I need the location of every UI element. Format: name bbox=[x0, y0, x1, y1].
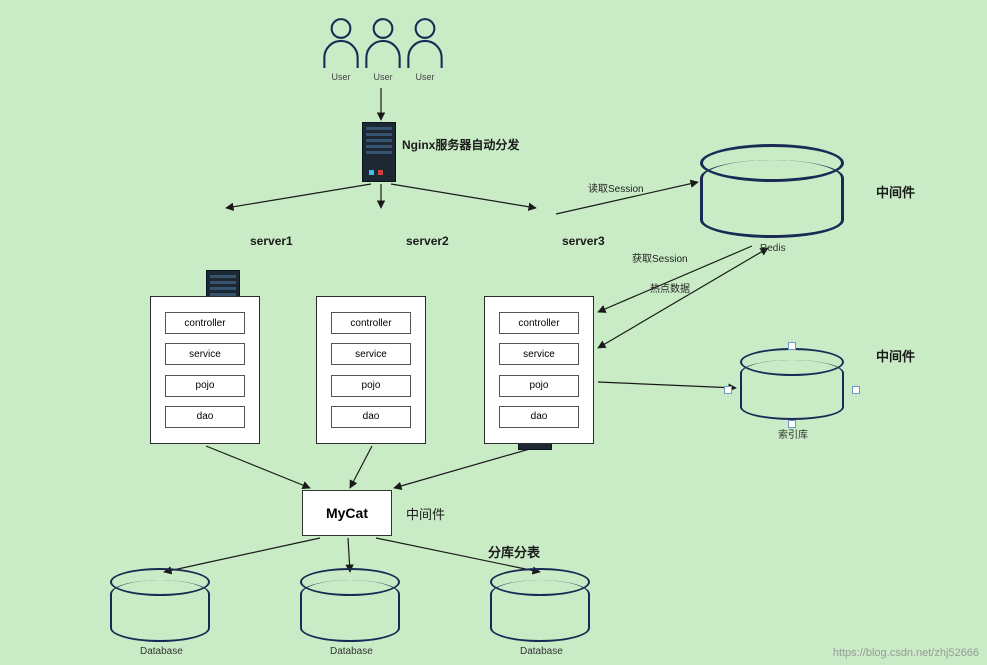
mycat-node: MyCat bbox=[302, 490, 392, 536]
edge bbox=[350, 446, 372, 488]
edge bbox=[348, 538, 350, 572]
edge-label: 热点数据 bbox=[650, 282, 690, 295]
mycat-side-label: 中间件 bbox=[406, 504, 445, 523]
layer-cell: service bbox=[499, 343, 579, 365]
index-bottom-label: 索引库 bbox=[778, 426, 808, 441]
edge bbox=[206, 446, 310, 488]
server-label: server1 bbox=[250, 234, 293, 248]
edge-label: 获取Session bbox=[632, 253, 688, 265]
server-label: server3 bbox=[562, 234, 605, 248]
user-caption: User bbox=[320, 72, 362, 82]
layer-cell: dao bbox=[499, 406, 579, 428]
nginx-label: Nginx服务器自动分发 bbox=[402, 136, 519, 153]
database-cylinder bbox=[110, 580, 210, 642]
layer-cell: dao bbox=[331, 406, 411, 428]
database-cylinder bbox=[490, 580, 590, 642]
watermark: https://blog.csdn.net/zhj52666 bbox=[833, 647, 979, 659]
diagram-canvas: 读取Session获取Session热点数据 User User User Ng… bbox=[0, 0, 987, 665]
mycat-text: MyCat bbox=[326, 505, 368, 521]
edge bbox=[164, 538, 320, 572]
layer-cell: controller bbox=[499, 312, 579, 334]
selection-handle bbox=[788, 342, 796, 350]
layer-stack: controller service pojo dao bbox=[484, 296, 594, 444]
layer-stack: controller service pojo dao bbox=[150, 296, 260, 444]
database-cylinder bbox=[300, 580, 400, 642]
server-label: server2 bbox=[406, 234, 449, 248]
database-label: Database bbox=[140, 646, 183, 657]
edge bbox=[598, 382, 736, 388]
edge bbox=[394, 446, 540, 488]
user-caption: User bbox=[362, 72, 404, 82]
database-label: Database bbox=[520, 646, 563, 657]
user-icon bbox=[320, 16, 362, 68]
index-cylinder bbox=[740, 360, 844, 420]
layer-cell: service bbox=[165, 343, 245, 365]
layer-stack: controller service pojo dao bbox=[316, 296, 426, 444]
edge bbox=[598, 246, 752, 312]
redis-cylinder bbox=[700, 160, 844, 238]
nginx-node bbox=[362, 122, 396, 182]
edge bbox=[598, 248, 768, 348]
index-top-label: 中间件 bbox=[876, 346, 915, 365]
redis-bottom-label: Redis bbox=[760, 243, 786, 254]
database-label: Database bbox=[330, 646, 373, 657]
layer-cell: pojo bbox=[165, 375, 245, 397]
layer-cell: dao bbox=[165, 406, 245, 428]
redis-top-label: 中间件 bbox=[876, 182, 915, 201]
selection-handle bbox=[788, 420, 796, 428]
users-group: User User User bbox=[320, 16, 446, 86]
user-icon bbox=[404, 16, 446, 68]
user-caption: User bbox=[404, 72, 446, 82]
sharding-label: 分库分表 bbox=[488, 542, 540, 561]
layer-cell: controller bbox=[331, 312, 411, 334]
user-icon bbox=[362, 16, 404, 68]
selection-handle bbox=[852, 386, 860, 394]
selection-handle bbox=[724, 386, 732, 394]
layer-cell: controller bbox=[165, 312, 245, 334]
layer-cell: pojo bbox=[331, 375, 411, 397]
layer-cell: service bbox=[331, 343, 411, 365]
layer-cell: pojo bbox=[499, 375, 579, 397]
